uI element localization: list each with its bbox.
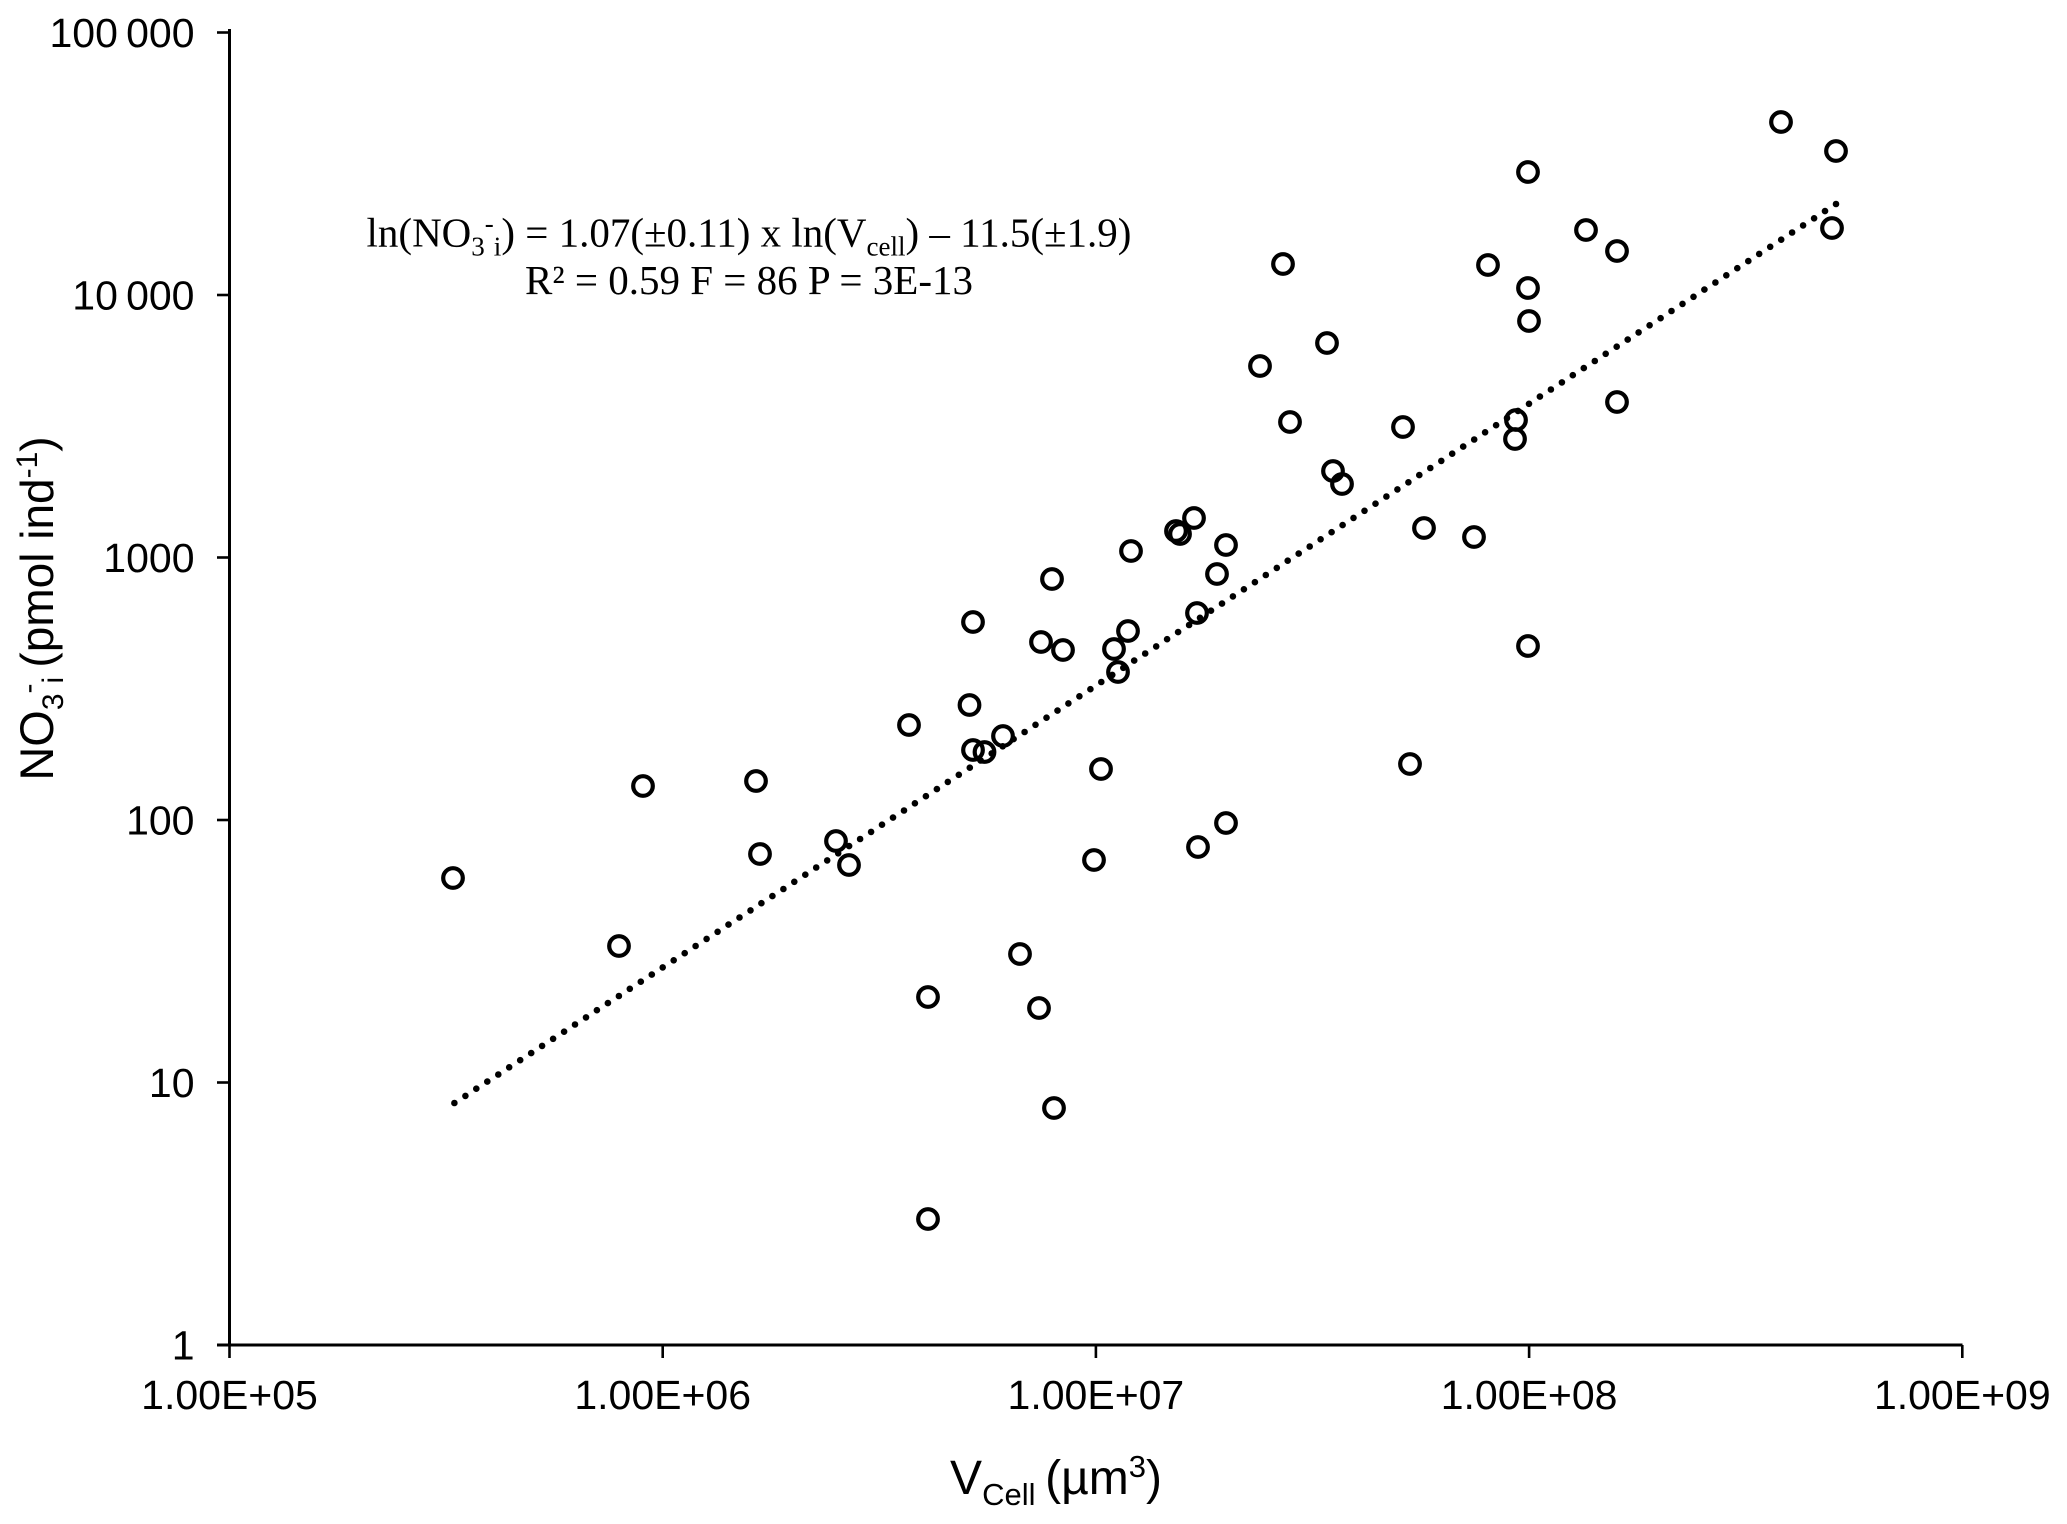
svg-text:R² = 0.59 F = 86 P = 3E-13: R² = 0.59 F = 86 P = 3E-13 <box>525 257 973 303</box>
svg-text:10 000: 10 000 <box>72 273 194 319</box>
svg-text:1: 1 <box>172 1323 195 1369</box>
svg-text:100 000: 100 000 <box>49 10 194 56</box>
svg-text:NO3-i (pmol ind-1): NO3-i (pmol ind-1) <box>10 436 70 780</box>
svg-text:100: 100 <box>126 798 194 844</box>
svg-text:1.00E+08: 1.00E+08 <box>1441 1372 1618 1418</box>
svg-text:1000: 1000 <box>103 535 194 581</box>
svg-text:10: 10 <box>149 1060 195 1106</box>
svg-text:1.00E+09: 1.00E+09 <box>1874 1372 2051 1418</box>
svg-text:1.00E+06: 1.00E+06 <box>574 1372 751 1418</box>
svg-text:1.00E+05: 1.00E+05 <box>141 1372 318 1418</box>
svg-text:1.00E+07: 1.00E+07 <box>1008 1372 1185 1418</box>
